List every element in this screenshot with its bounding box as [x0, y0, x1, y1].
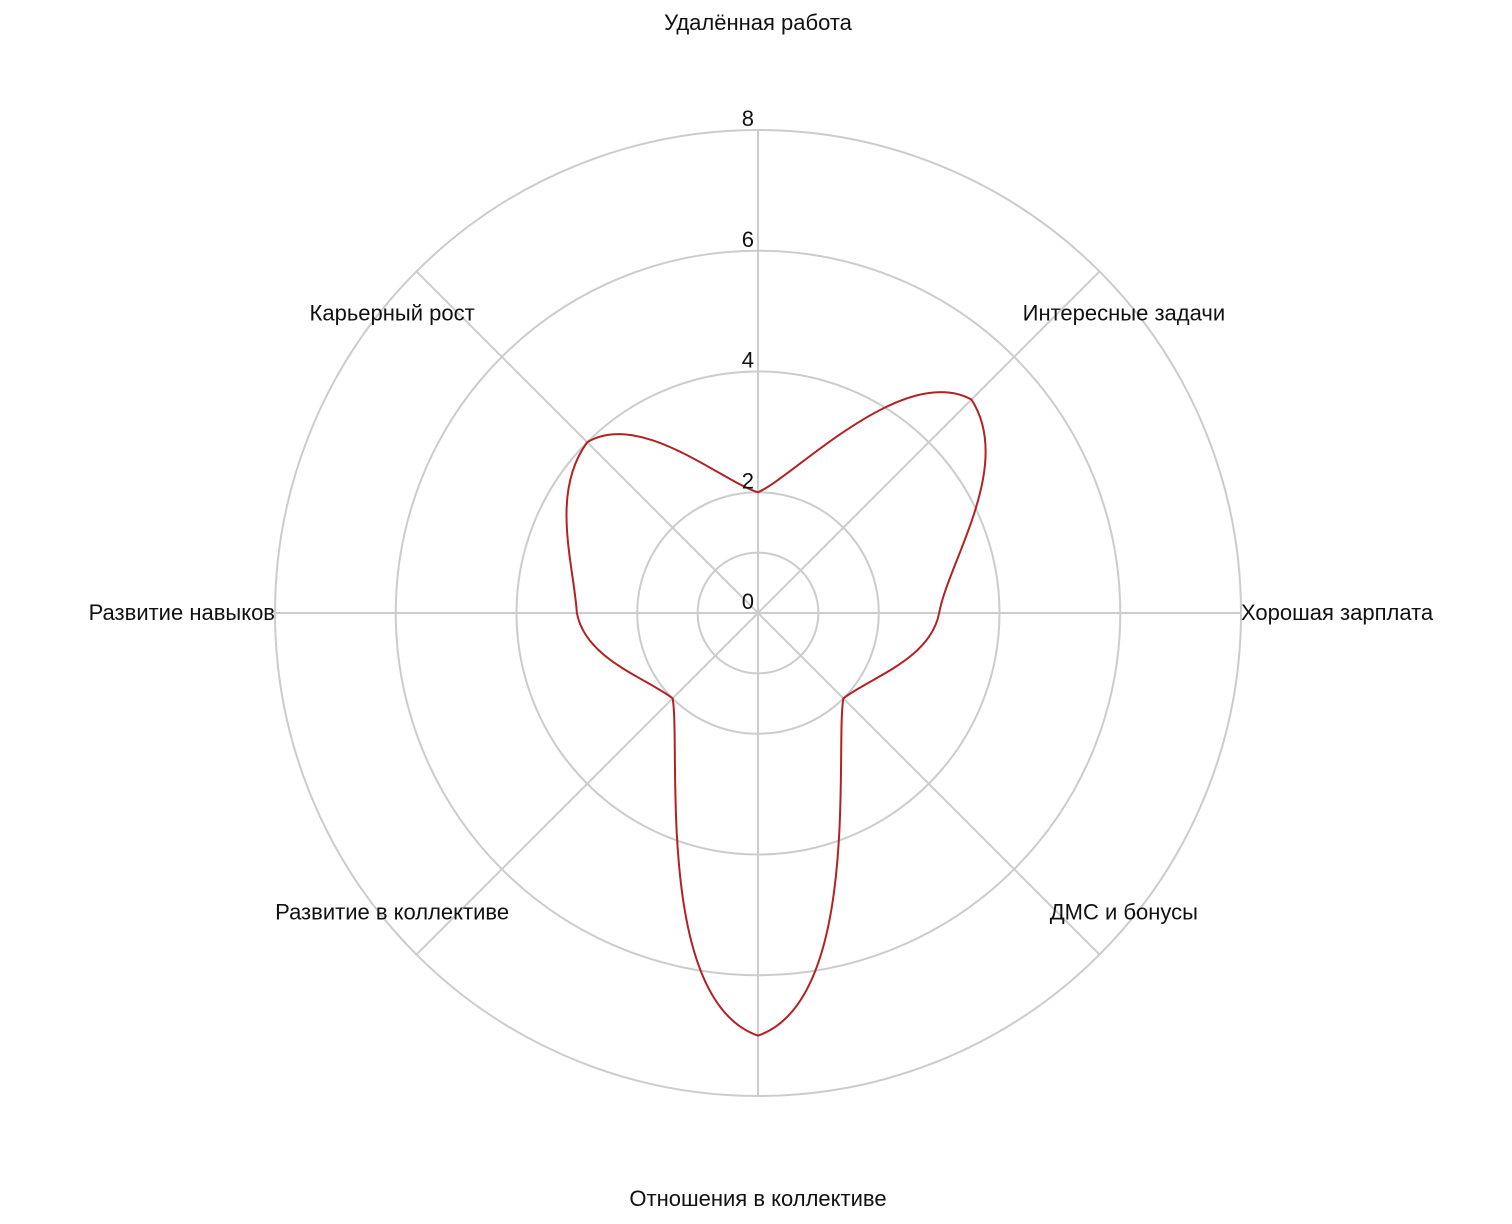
grid-layer: [274, 129, 1242, 1097]
axis-label: Удалённая работа: [664, 10, 853, 35]
axis-label: ДМС и бонусы: [1050, 899, 1198, 924]
grid-spoke: [415, 612, 759, 956]
axis-label: Интересные задачи: [1023, 301, 1225, 326]
axis-label: Карьерный рост: [310, 301, 475, 326]
r-tick-label: 0: [742, 589, 754, 614]
grid-spoke: [757, 270, 1101, 614]
tick-labels: 0 2 4 6 8: [742, 106, 754, 614]
axis-label: Хорошая зарплата: [1241, 600, 1434, 625]
grid-spoke: [757, 612, 1101, 956]
r-tick-label: 2: [742, 468, 754, 493]
axis-labels: Удалённая работа Интересные задачи Хорошая…: [89, 10, 1434, 1211]
axis-label: Развитие в коллективе: [275, 899, 509, 924]
series-layer: [565, 391, 987, 1037]
axis-label: Отношения в коллективе: [629, 1186, 886, 1211]
series-line: [565, 391, 987, 1037]
r-tick-label: 8: [742, 106, 754, 131]
axis-label: Развитие навыков: [89, 600, 275, 625]
r-tick-label: 6: [742, 227, 754, 252]
r-tick-label: 4: [742, 348, 754, 373]
